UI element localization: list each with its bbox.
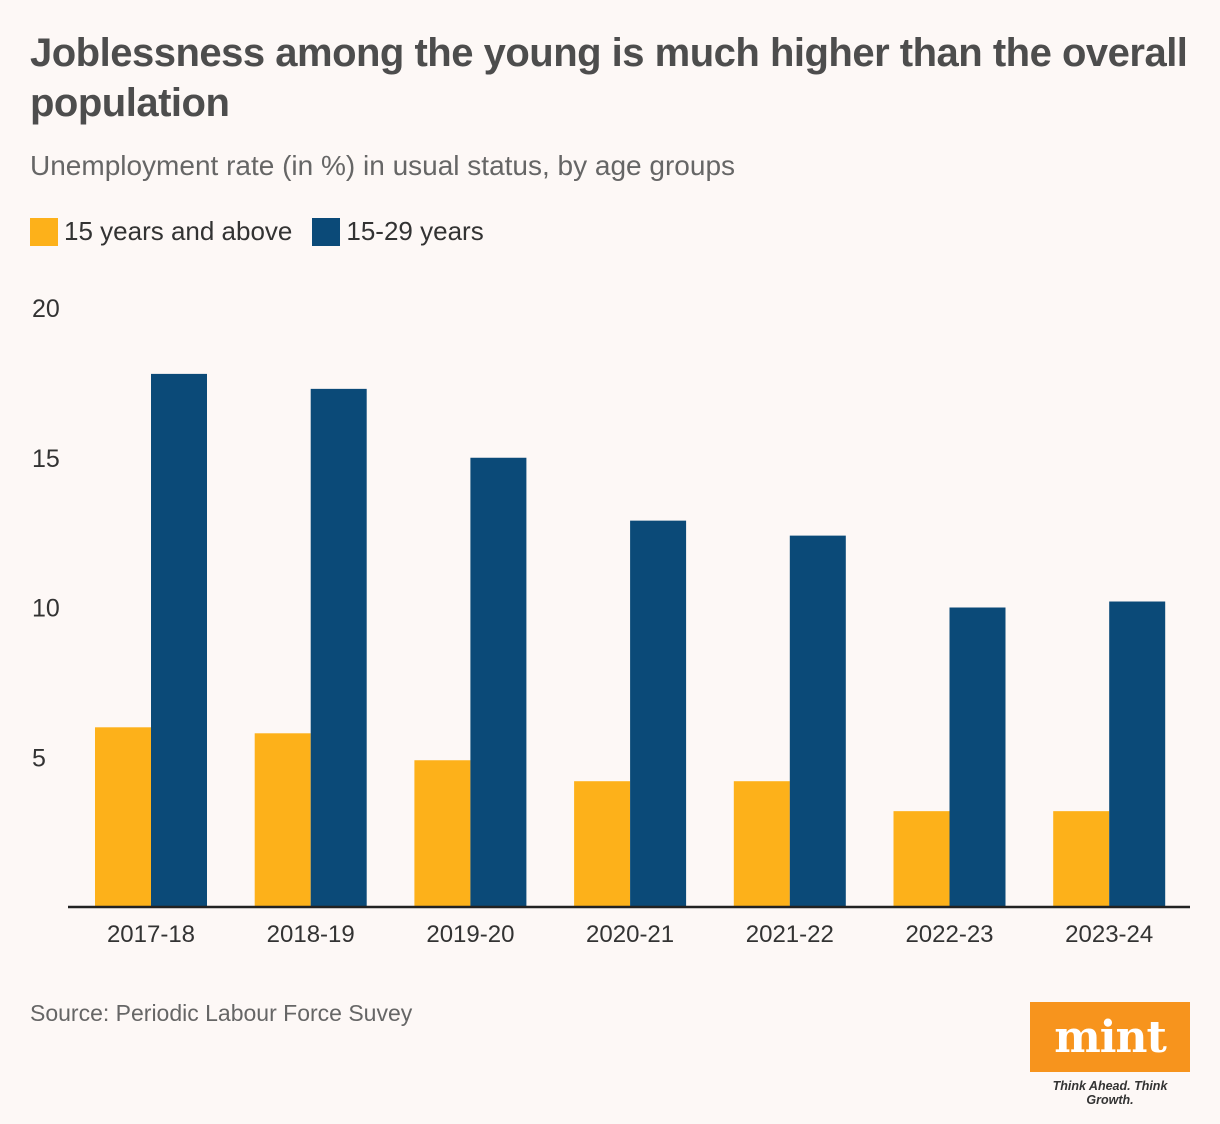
y-tick-label: 15 [32,445,60,473]
legend-item-15-and-above: 15 years and above [30,216,292,247]
bar-15-29 [151,373,207,907]
bar-15-29 [310,388,367,907]
x-tick-label: 2017-18 [107,921,195,948]
legend: 15 years and above 15-29 years [30,216,484,247]
legend-label-15-29: 15-29 years [346,216,484,246]
y-tick-label: 5 [32,744,46,772]
x-tick-label: 2020-21 [586,921,674,948]
bar-15-29 [1109,601,1166,907]
bar-15-29 [949,607,1006,907]
legend-item-15-29: 15-29 years [312,216,484,247]
chart-title: Joblessness among the young is much high… [30,31,1188,125]
bar-15-and-above [893,811,950,907]
bar-15-and-above [95,727,151,907]
chart-subtitle: Unemployment rate (in %) in usual status… [30,150,736,181]
source-note: Source: Periodic Labour Force Suvey [30,1000,413,1026]
legend-swatch-15-and-above [30,217,58,246]
bar-15-29 [789,535,846,907]
x-tick-label: 2022-23 [905,921,993,948]
x-tick-label: 2018-19 [267,921,355,948]
bar-15-29 [630,520,687,907]
legend-label-15-and-above: 15 years and above [64,216,293,246]
bar-15-and-above [733,781,790,907]
mint-logo: mint [1030,1002,1190,1072]
bar-15-29 [470,457,527,907]
x-tick-label: 2023-24 [1065,921,1153,948]
bar-15-and-above [1053,811,1110,907]
y-tick-label: 10 [32,595,60,623]
x-tick-label: 2019-20 [426,921,514,948]
brand-tagline: Think Ahead. Think Growth. [1052,1079,1168,1107]
legend-swatch-15-29 [312,217,341,246]
x-tick-label: 2021-22 [746,921,834,948]
y-tick-label: 20 [32,295,60,323]
bar-15-and-above [574,781,631,907]
bar-15-and-above [254,733,311,907]
bar-15-and-above [414,760,471,907]
